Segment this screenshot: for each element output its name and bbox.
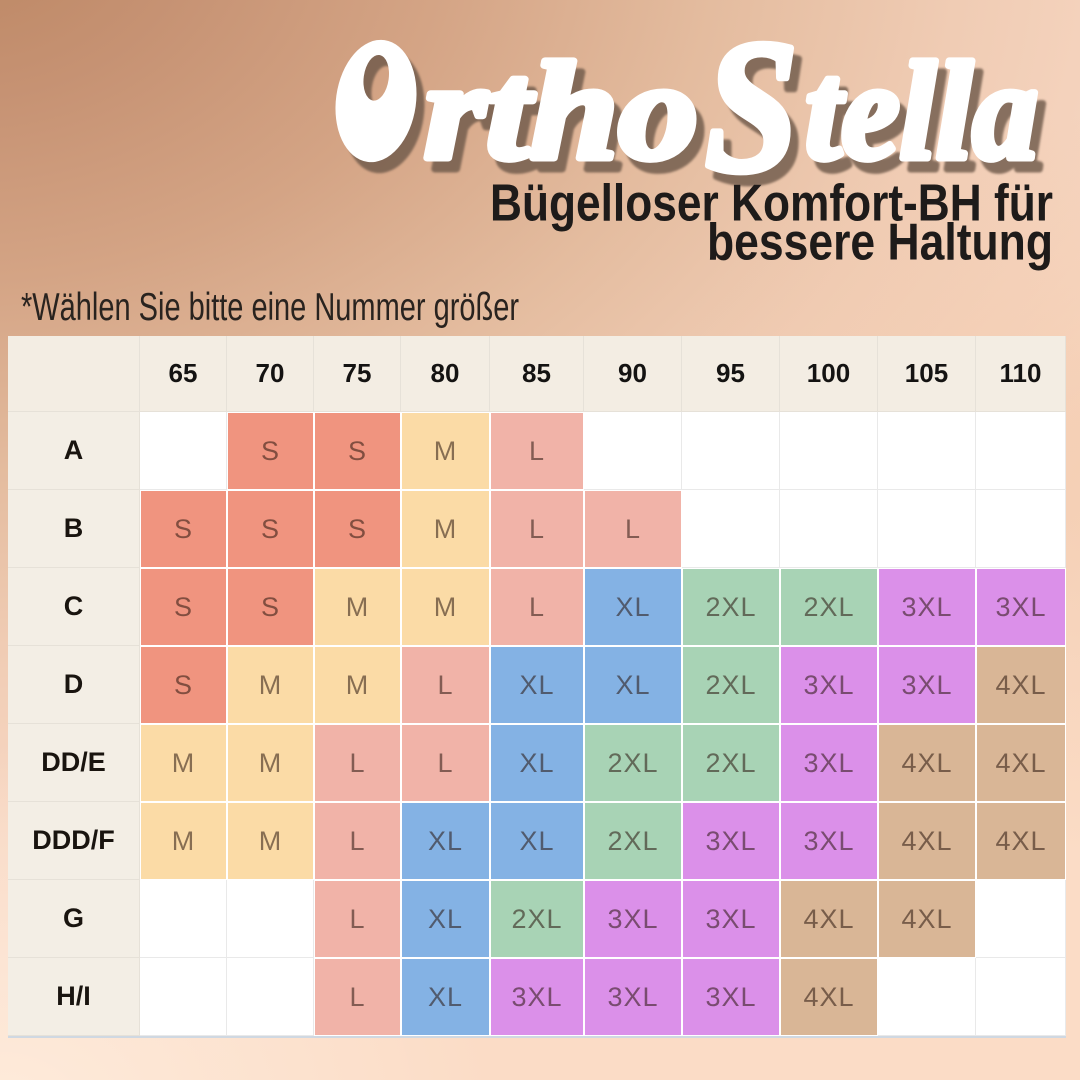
svg-text:tella: tella: [805, 34, 1038, 189]
svg-text:bessere Haltung: bessere Haltung: [707, 213, 1053, 271]
svg-text:*Wählen Sie bitte eine Nummer: *Wählen Sie bitte eine Nummer größer: [21, 286, 519, 329]
svg-text:S: S: [713, 13, 806, 223]
svg-text:S: S: [705, 2, 798, 212]
svg-text:tella: tella: [813, 45, 1046, 200]
svg-text:rtho: rtho: [432, 45, 706, 200]
svg-text:rtho: rtho: [424, 34, 698, 189]
svg-text:Bügelloser Komfort-BH für: Bügelloser Komfort-BH für: [490, 175, 1053, 233]
